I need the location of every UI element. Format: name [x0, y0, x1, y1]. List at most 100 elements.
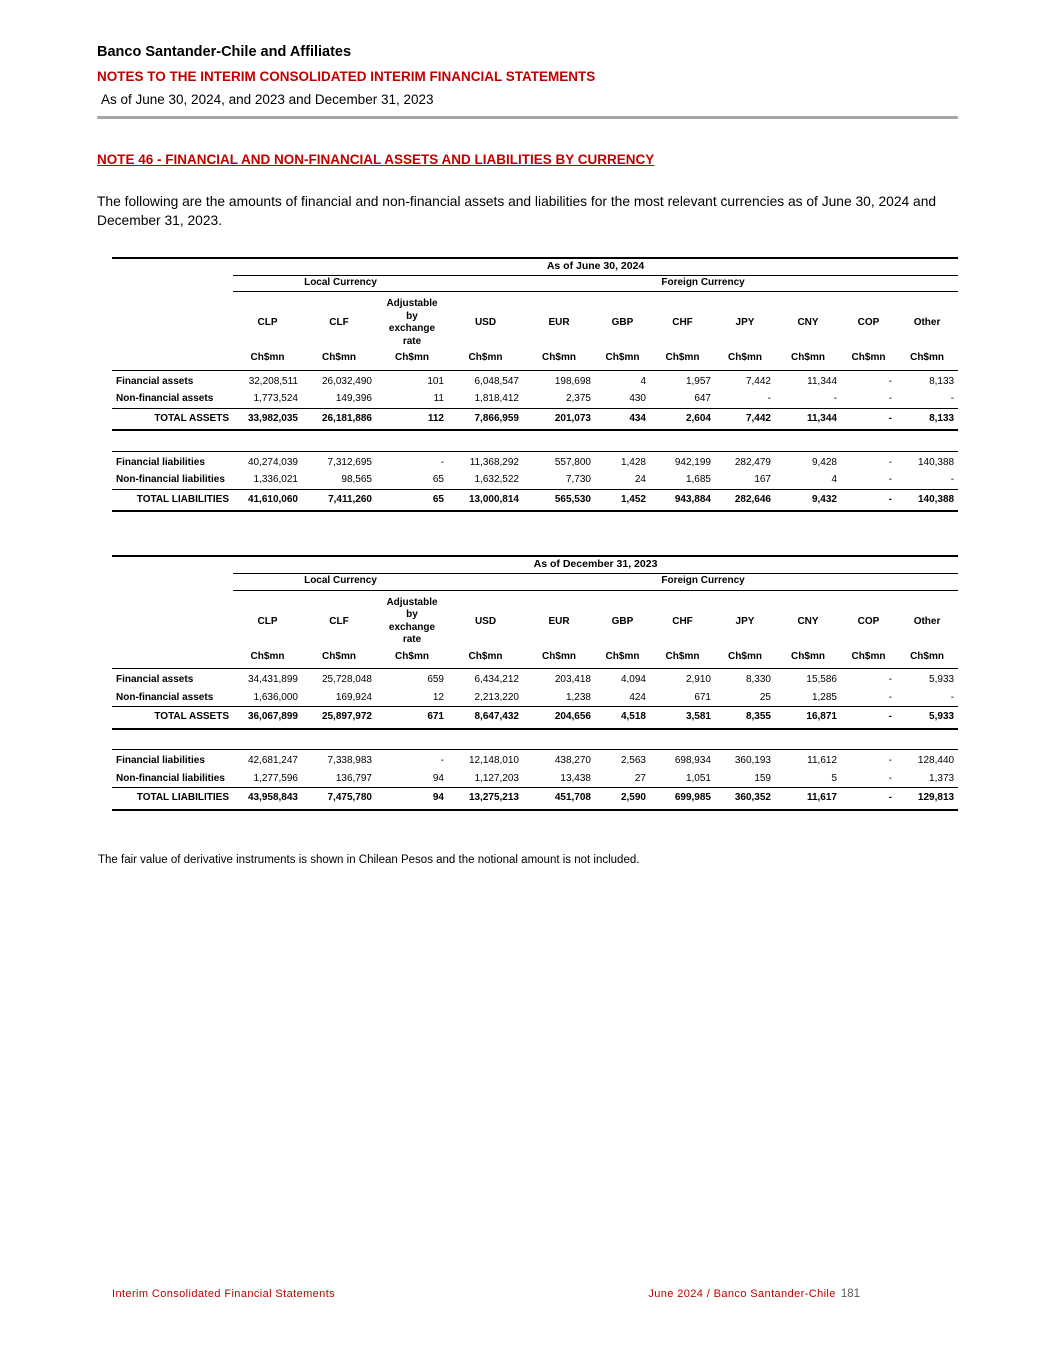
unit-header: Ch$mn: [650, 648, 715, 670]
value-cell: 42,681,247: [233, 749, 302, 770]
company-name: Banco Santander-Chile and Affiliates: [97, 44, 352, 60]
page-footer: Interim Consolidated Financial Statement…: [112, 1288, 860, 1300]
unit-header: Ch$mn: [841, 350, 896, 371]
unit-row: Ch$mn Ch$mn Ch$mn Ch$mn Ch$mn Ch$mn Ch$mn Ch$mn…: [112, 648, 959, 670]
value-cell: 565,530: [523, 489, 595, 513]
value-cell: 98,565: [302, 471, 376, 490]
value-cell: 24: [595, 471, 650, 490]
value-cell: 5,933: [896, 706, 959, 730]
row-label: Non-financial liabilities: [112, 471, 233, 490]
table-title: As of June 30, 2024: [233, 257, 959, 276]
value-cell: -: [376, 749, 448, 770]
value-cell: 8,355: [715, 706, 775, 730]
table-row: TOTAL LIABILITIES 43,958,843 7,475,780 94 13…: [112, 787, 959, 811]
value-cell: 2,213,220: [448, 688, 523, 708]
table-host-june-2024: As of June 30, 2024 Local Currency Foreign…: [112, 256, 959, 513]
value-cell: 1,285: [775, 688, 841, 708]
column-header: CHF: [672, 317, 693, 328]
table-row: TOTAL LIABILITIES 41,610,060 7,411,260 65 13…: [112, 489, 959, 513]
value-cell: 6,434,212: [474, 674, 520, 686]
value-cell: 11,612: [775, 749, 841, 770]
value-cell: -: [896, 390, 959, 409]
unit-header: Ch$mn: [233, 350, 302, 371]
value-cell: 2,604: [650, 408, 715, 432]
footer-left-text: Interim Consolidated Financial Statement…: [112, 1288, 336, 1300]
table-title-row: As of June 30, 2024: [112, 257, 959, 276]
value-cell: 33,982,035: [233, 408, 302, 432]
unit-row: Ch$mn Ch$mn Ch$mn Ch$mn Ch$mn Ch$mn Ch$mn Ch$mn…: [112, 350, 959, 371]
value-cell: 94: [376, 769, 448, 789]
value-cell: 7,411,260: [302, 489, 376, 513]
unit-header: Ch$mn: [448, 648, 523, 670]
value-cell: -: [841, 706, 896, 730]
value-cell: 149,396: [302, 390, 376, 409]
unit-header: Ch$mn: [896, 350, 959, 371]
value-cell: -: [896, 688, 959, 708]
value-cell: 7,442: [745, 375, 771, 387]
value-cell: -: [841, 688, 896, 708]
row-label: Non-financial assets: [112, 390, 233, 409]
table-corner: [112, 350, 233, 371]
column-header: USD: [474, 317, 497, 328]
value-cell: 25,728,048: [321, 674, 372, 686]
row-label: TOTAL LIABILITIES: [112, 489, 233, 513]
value-cell: 13,000,814: [448, 489, 523, 513]
value-cell: 4: [640, 375, 646, 387]
unit-header: Ch$mn: [715, 350, 775, 371]
value-cell: 557,800: [523, 450, 595, 472]
table-row: TOTAL ASSETS 33,982,035 26,181,886 112 7,866…: [112, 408, 959, 432]
value-cell: 198,698: [554, 375, 591, 387]
value-cell: 167: [715, 471, 775, 490]
value-cell: -: [376, 450, 448, 472]
value-cell: -: [841, 489, 896, 513]
value-cell: 94: [376, 787, 448, 811]
value-cell: 360,193: [715, 749, 775, 770]
header-divider: [97, 116, 958, 119]
value-cell: 41,610,060: [233, 489, 302, 513]
value-cell: 7,730: [523, 471, 595, 490]
value-cell: 11,368,292: [448, 450, 523, 472]
value-cell: 1,818,412: [448, 390, 523, 409]
unit-header: Ch$mn: [715, 648, 775, 670]
value-cell: 5,933: [929, 674, 955, 686]
value-cell: 1,127,203: [448, 769, 523, 789]
value-cell: 65: [376, 489, 448, 513]
date-line: As of June 30, 2024, and 2023 and Decemb…: [101, 92, 434, 107]
currency-group-row: Local Currency Foreign Currency: [112, 573, 959, 591]
value-cell: -: [841, 450, 896, 472]
value-cell: 15,586: [806, 674, 837, 686]
currency-code-row: CLP CLF Adjustable by exchange rate USD EUR G…: [112, 590, 958, 649]
unit-header: Ch$mn: [302, 350, 376, 371]
row-label: Financial liabilities: [112, 749, 233, 770]
table-row: Non-financial assets 1,773,524 149,396 11 1,…: [112, 390, 959, 409]
column-header: CHF: [672, 615, 693, 627]
column-header: EUR: [548, 615, 570, 627]
table-row: Financial liabilities 40,274,039 7,312,695…: [112, 450, 959, 472]
column-header: GBP: [611, 615, 634, 627]
value-cell: 43,958,843: [233, 787, 302, 811]
value-cell: 1,452: [595, 489, 650, 513]
value-cell: 2,375: [523, 390, 595, 409]
value-cell: 5: [775, 769, 841, 789]
value-cell: 1,773,524: [233, 390, 302, 409]
value-cell: 424: [595, 688, 650, 708]
table-corner: [112, 258, 233, 276]
page-number: 181: [840, 1288, 860, 1300]
value-cell: 32,208,511: [248, 375, 298, 387]
unit-header: Ch$mn: [775, 350, 841, 371]
value-cell: 1,051: [650, 769, 715, 789]
value-cell: 159: [715, 769, 775, 789]
value-cell: 112: [376, 408, 448, 432]
value-cell: 9,432: [775, 489, 841, 513]
footer-right-group: June 2024 / Banco Santander-Chile 181: [648, 1288, 860, 1300]
foreign-currency-header: Foreign Currency: [448, 275, 959, 293]
value-cell: 101: [427, 375, 444, 387]
value-cell: 204,656: [523, 706, 595, 730]
value-cell: 12,148,010: [448, 749, 523, 770]
value-cell: 1,957: [685, 375, 711, 387]
value-cell: 2,563: [595, 749, 650, 770]
column-header: JPY: [735, 615, 755, 627]
column-header: USD: [474, 615, 497, 627]
value-cell: 671: [376, 706, 448, 730]
